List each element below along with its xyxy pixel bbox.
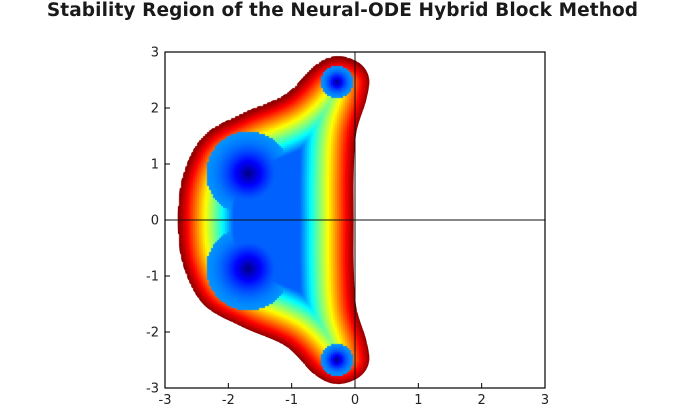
y-tick-label: -3: [146, 382, 159, 397]
x-tick-label: 3: [541, 393, 549, 408]
x-tick-label: 0: [351, 393, 359, 408]
x-tick-label: 2: [478, 393, 486, 408]
x-tick-label: -1: [285, 393, 298, 408]
x-tick-label: -3: [159, 393, 172, 408]
y-axis-ticks: 3 2 1 0 -1 -2 -3: [146, 46, 170, 397]
y-tick-label: 1: [151, 158, 159, 173]
y-tick-label: 0: [151, 214, 159, 229]
y-tick-label: 3: [151, 46, 159, 61]
y-tick-label: -2: [146, 326, 159, 341]
chart-title: Stability Region of the Neural-ODE Hybri…: [46, 0, 639, 21]
x-tick-label: -2: [222, 393, 235, 408]
x-axis-ticks: -3 -2 -1 0 1 2 3: [159, 383, 549, 408]
x-tick-label: 1: [414, 393, 422, 408]
y-tick-label: 2: [151, 102, 159, 117]
y-tick-label: -1: [146, 270, 159, 285]
